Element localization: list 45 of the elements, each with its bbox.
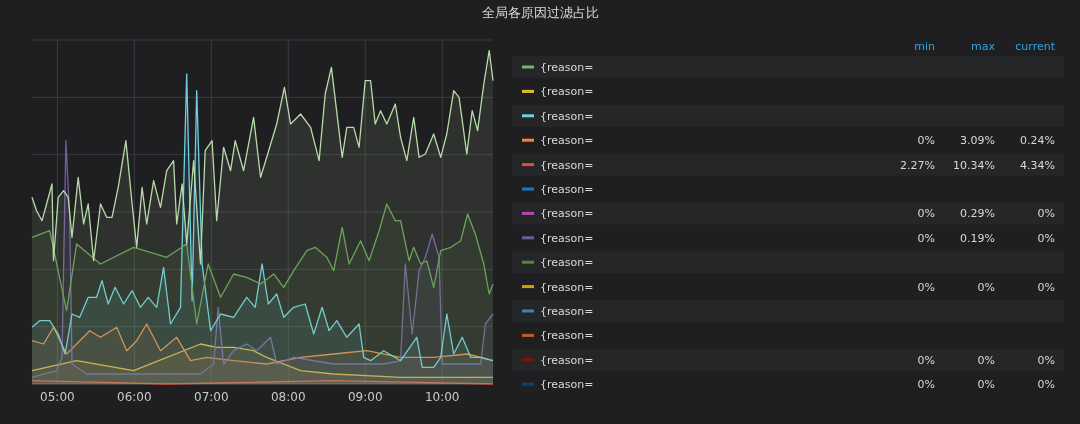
category-label: {reason= (540, 109, 594, 123)
data-label: 0% (917, 134, 935, 148)
text: max (971, 40, 996, 53)
text: 全局各原因过滤占比 (481, 5, 599, 20)
x-tick-label: 08:00 (270, 390, 306, 404)
data-label: 0% (917, 353, 935, 367)
data-label: 0% (1037, 378, 1055, 392)
x-tick-label: 10:00 (424, 390, 460, 404)
data-label: 0% (1037, 207, 1055, 221)
category-label: {reason= (540, 134, 594, 148)
data-label: 10.34% (953, 158, 995, 172)
data-label: 0.24% (1020, 134, 1055, 148)
text: min (914, 40, 936, 53)
category-label: {reason= (540, 378, 594, 392)
data-label: 0% (917, 378, 935, 392)
data-label: 0% (977, 280, 995, 294)
category-label: {reason= (540, 329, 594, 343)
category-label: {reason= (540, 158, 594, 172)
x-tick-label: 05:00 (40, 390, 75, 404)
data-label: 0% (917, 280, 935, 294)
data-label: 0.29% (960, 207, 995, 221)
data-label: 0% (1037, 280, 1055, 294)
category-label: {reason= (540, 85, 594, 99)
x-tick-label: 06:00 (117, 390, 152, 404)
category-label: {reason= (540, 280, 594, 294)
data-label: 2.27% (900, 158, 935, 172)
data-label: 0% (917, 231, 935, 245)
category-label: {reason= (540, 256, 594, 270)
data-label: 4.34% (1020, 158, 1055, 172)
text: current (1015, 40, 1056, 53)
category-label: {reason= (540, 61, 594, 74)
category-label: {reason= (540, 305, 594, 318)
data-label: 3.09% (960, 134, 995, 148)
data-label: 0.19% (960, 231, 995, 245)
x-tick-label: 07:00 (194, 390, 229, 404)
data-label: 0% (917, 207, 935, 221)
data-label: 0% (1037, 231, 1055, 245)
category-label: {reason= (540, 231, 594, 245)
category-label: {reason= (540, 207, 594, 221)
category-label: {reason= (540, 183, 594, 196)
category-label: {reason= (540, 353, 594, 367)
x-tick-label: 09:00 (347, 390, 383, 404)
data-label: 0% (977, 353, 995, 367)
data-label: 0% (977, 378, 995, 392)
data-label: 0% (1037, 353, 1055, 367)
